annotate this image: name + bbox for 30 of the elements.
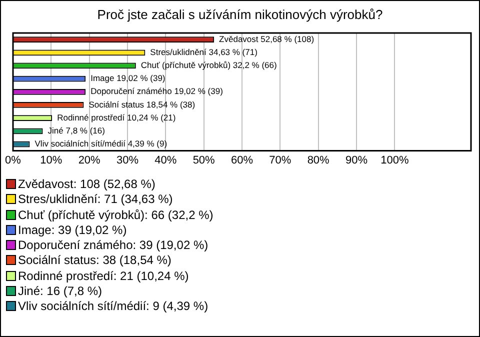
data-label: Stres/uklidnění 34,63 % (71) — [150, 46, 258, 57]
data-label: Chuť (příchutě výrobků) 32,2 % (66) — [140, 60, 278, 70]
x-tick-label: 80% — [307, 154, 330, 166]
data-label: Doporučení známého 19,02 % (39) — [90, 86, 224, 96]
x-tick-label: 70% — [269, 154, 292, 166]
legend-label: Chuť (příchutě výrobků): 66 (32,2 %) — [18, 208, 214, 222]
x-tick-label: 10% — [40, 154, 62, 166]
x-tick-label: 40% — [154, 154, 177, 166]
legend-label: Jiné: 16 (7,8 %) — [18, 284, 102, 298]
chart-title: Proč jste začali s užíváním nikotinových výrobků? — [96, 7, 384, 22]
data-label: Vliv sociálních sítí/médií 4,39 % (9) — [34, 138, 168, 149]
legend-label: Doporučení známého: 39 (19,02 %) — [18, 238, 208, 252]
legend-label: Zvědavost: 108 (52,68 %) — [18, 177, 156, 191]
data-label: Image 19,02 % (39) — [90, 73, 166, 84]
legend-label: Sociální status: 38 (18,54 %) — [18, 253, 172, 268]
x-tick-label: 0% — [5, 154, 22, 166]
legend-label: Rodinné prostředí: 21 (10,24 %) — [18, 268, 189, 283]
x-tick-label: 20% — [78, 154, 101, 166]
legend-label: Vliv sociálních sítí/médií: 9 (4,39 %) — [18, 299, 208, 314]
x-tick-label: 90% — [345, 154, 368, 166]
legend-label: Image: 39 (19,02 %) — [18, 222, 127, 237]
x-tick-label: 50% — [192, 154, 216, 166]
data-label: Rodinné prostředí 10,24 % (21) — [57, 112, 176, 122]
legend-label: Stres/uklidnění: 71 (34,63 %) — [18, 192, 173, 206]
x-tick-label: 60% — [230, 154, 254, 166]
data-label: Zvědavost 52,68 % (108) — [219, 34, 314, 44]
x-tick-label: 100% — [380, 154, 409, 166]
x-tick-label: 30% — [116, 154, 139, 166]
data-label: Sociální status 18,54 % (38) — [88, 99, 196, 110]
data-label: Jiné 7,8 % (16) — [48, 126, 106, 136]
